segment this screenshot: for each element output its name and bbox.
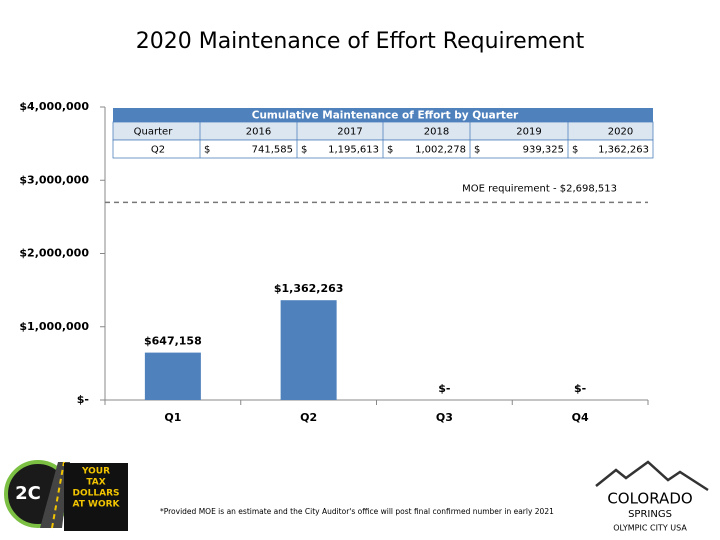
y-tick-label: $- xyxy=(77,393,89,406)
reference-label: MOE requirement - $2,698,513 xyxy=(462,183,617,194)
table-cell: 1,362,263 xyxy=(598,145,649,156)
value-label: $647,158 xyxy=(144,335,202,348)
road xyxy=(40,462,70,528)
table-title-bg xyxy=(113,108,653,122)
value-label: $- xyxy=(574,382,586,395)
table-header: 2019 xyxy=(516,127,541,138)
sign-text: DOLLARS xyxy=(73,489,120,499)
tax-dollars-logo: 2C YOUR TAX DOLLARS AT WORK xyxy=(4,460,128,531)
table-cell: 1,002,278 xyxy=(415,145,466,156)
footnote: *Provided MOE is an estimate and the Cit… xyxy=(160,507,554,516)
value-label: $- xyxy=(438,382,450,395)
x-tick-label: Q1 xyxy=(164,411,181,424)
x-tick-label: Q4 xyxy=(572,411,589,424)
slide-title: 2020 Maintenance of Effort Requirement xyxy=(136,29,585,54)
sign-text: YOUR xyxy=(81,467,110,477)
table-cell: 939,325 xyxy=(523,145,564,156)
bar xyxy=(280,300,337,400)
table-header: 2018 xyxy=(424,127,449,138)
chart: $- $1,000,000 $2,000,000 $3,000,000 $4,000,0… xyxy=(19,100,654,424)
table-header: 2020 xyxy=(608,127,633,138)
x-tick-label: Q2 xyxy=(300,411,317,424)
sign-text: TAX xyxy=(86,478,105,488)
road-line xyxy=(51,461,65,529)
table-header: 2016 xyxy=(246,127,271,138)
table-currency: $ xyxy=(204,145,210,156)
colorado-springs-logo: COLORADO SPRINGS OLYMPIC CITY USA xyxy=(595,460,709,533)
table-currency: $ xyxy=(474,145,480,156)
sign xyxy=(64,463,128,531)
city-name: SPRINGS xyxy=(628,509,672,520)
sign-text: AT WORK xyxy=(72,500,120,510)
y-tick-label: $3,000,000 xyxy=(19,173,89,186)
table-currency: $ xyxy=(387,145,393,156)
bar xyxy=(144,352,201,400)
y-tick-label: $1,000,000 xyxy=(19,320,89,333)
table-cell: Q2 xyxy=(151,145,165,156)
city-name: COLORADO xyxy=(607,490,692,508)
table-title: Cumulative Maintenance of Effort by Quar… xyxy=(252,110,519,122)
table-header: 2017 xyxy=(337,127,362,138)
y-tick-label: $4,000,000 xyxy=(19,100,89,113)
x-tick-label: Q3 xyxy=(436,411,453,424)
y-tick-label: $2,000,000 xyxy=(19,247,89,260)
badge-text: 2C xyxy=(15,483,41,504)
table-currency: $ xyxy=(301,145,307,156)
table-cell: 1,195,613 xyxy=(328,145,379,156)
mountains xyxy=(595,460,709,492)
tagline: OLYMPIC CITY USA xyxy=(613,524,687,533)
table-header: Quarter xyxy=(134,127,174,138)
value-label: $1,362,263 xyxy=(274,282,344,295)
table-cell: 741,585 xyxy=(252,145,293,156)
table-currency: $ xyxy=(572,145,578,156)
